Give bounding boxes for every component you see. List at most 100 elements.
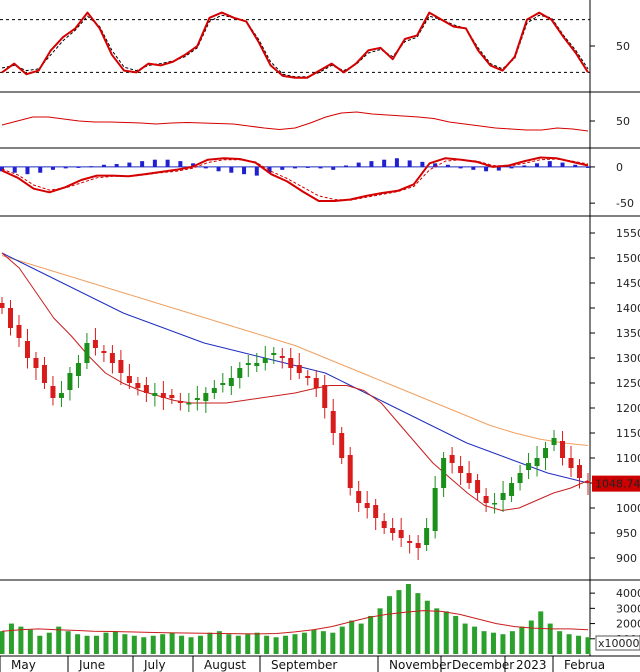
volume-bar: [462, 623, 468, 654]
macd-histogram-bar: [509, 166, 514, 169]
macd-histogram-bar: [445, 164, 450, 167]
volume-bar: [103, 632, 109, 654]
down-candle: [143, 385, 149, 393]
volume-bar: [84, 635, 90, 654]
down-candle: [305, 376, 311, 378]
volume-tick-label: 30000: [616, 602, 640, 615]
volume-bar: [453, 615, 459, 654]
volume-bar: [283, 635, 289, 654]
up-candle: [492, 503, 498, 505]
price-tick-label: 1100: [616, 452, 640, 465]
volume-multiplier-label: x10000: [598, 637, 640, 650]
down-candle: [585, 481, 591, 483]
up-candle: [186, 403, 192, 405]
volume-bar: [396, 590, 402, 654]
macd-histogram-bar: [254, 166, 259, 176]
macd-histogram-bar: [433, 163, 438, 167]
up-candle: [194, 398, 200, 400]
down-candle: [347, 455, 353, 488]
macd-signal-line: [1, 158, 589, 201]
price-tick-label: 1400: [616, 302, 640, 315]
volume-bar: [320, 631, 326, 654]
down-candle: [169, 395, 175, 398]
volume-bar: [349, 620, 355, 654]
down-candle: [177, 401, 183, 403]
macd-histogram-bar: [63, 166, 68, 169]
down-candle: [339, 433, 345, 458]
down-candle: [356, 491, 362, 503]
down-candle: [24, 341, 30, 358]
volume-bar: [179, 635, 185, 654]
macd-histogram-bar: [152, 159, 157, 167]
price-tick-label: 1500: [616, 252, 640, 265]
volume-bar: [292, 634, 298, 654]
up-candle: [271, 353, 277, 355]
volume-bar: [566, 634, 572, 654]
down-candle: [126, 376, 132, 383]
macd-histogram-bar: [535, 163, 540, 167]
down-candle: [568, 458, 574, 468]
month-label: Februa: [564, 658, 605, 672]
volume-bar: [207, 632, 213, 654]
rsi-tick-label: 50: [616, 115, 630, 128]
volume-bar: [538, 611, 544, 654]
macd-histogram-bar: [76, 166, 81, 168]
up-candle: [228, 378, 234, 386]
mid-moving-average-line: [1, 252, 589, 484]
up-candle: [152, 393, 158, 396]
macd-histogram-bar: [496, 166, 501, 171]
macd-histogram-bar: [229, 166, 234, 173]
up-candle: [526, 463, 532, 470]
price-tick-label: 1450: [616, 277, 640, 290]
price-tick-label: 1200: [616, 402, 640, 415]
macd-histogram-bar: [560, 162, 565, 167]
month-label: 2023: [516, 658, 547, 672]
down-candle: [313, 378, 319, 388]
volume-moving-average-line: [1, 610, 589, 635]
volume-bar: [387, 596, 393, 654]
macd-histogram-bar: [38, 166, 43, 173]
volume-bar: [528, 620, 534, 654]
volume-bar: [264, 635, 270, 654]
volume-bar: [377, 608, 383, 654]
down-candle: [109, 353, 115, 363]
macd-tick-label: -50: [616, 197, 634, 210]
macd-histogram-bar: [165, 159, 170, 167]
last-price-label: 1048.740: [595, 478, 640, 491]
price-tick-label: 1350: [616, 327, 640, 340]
macd-histogram-bar: [394, 158, 399, 167]
volume-bar: [46, 632, 52, 654]
down-candle: [458, 466, 464, 473]
up-candle: [551, 438, 557, 445]
down-candle: [0, 303, 5, 308]
volume-bar: [75, 634, 81, 654]
month-label: November: [389, 658, 451, 672]
volume-bar: [150, 635, 156, 654]
stochastic-k-line: [1, 11, 589, 79]
down-candle: [364, 503, 370, 508]
macd-histogram-bar: [127, 162, 132, 167]
volume-bar: [27, 629, 33, 654]
macd-histogram-bar: [458, 166, 463, 169]
macd-histogram-bar: [331, 166, 336, 170]
volume-bar: [301, 632, 307, 654]
macd-histogram-bar: [293, 166, 297, 169]
up-candle: [543, 448, 549, 458]
month-label: May: [11, 658, 36, 672]
macd-histogram-bar: [522, 165, 527, 167]
up-candle: [262, 358, 268, 363]
long-moving-average-line: [1, 255, 589, 446]
down-candle: [373, 505, 379, 518]
down-candle: [415, 543, 421, 548]
up-candle: [254, 363, 260, 366]
volume-bar: [94, 635, 100, 654]
volume-bar: [245, 634, 251, 654]
volume-bar: [188, 637, 194, 654]
macd-histogram-bar: [114, 164, 119, 167]
down-candle: [577, 465, 583, 478]
price-tick-label: 950: [616, 527, 637, 540]
price-tick-label: 1000: [616, 502, 640, 515]
down-candle: [279, 356, 285, 358]
volume-bar: [235, 635, 241, 654]
